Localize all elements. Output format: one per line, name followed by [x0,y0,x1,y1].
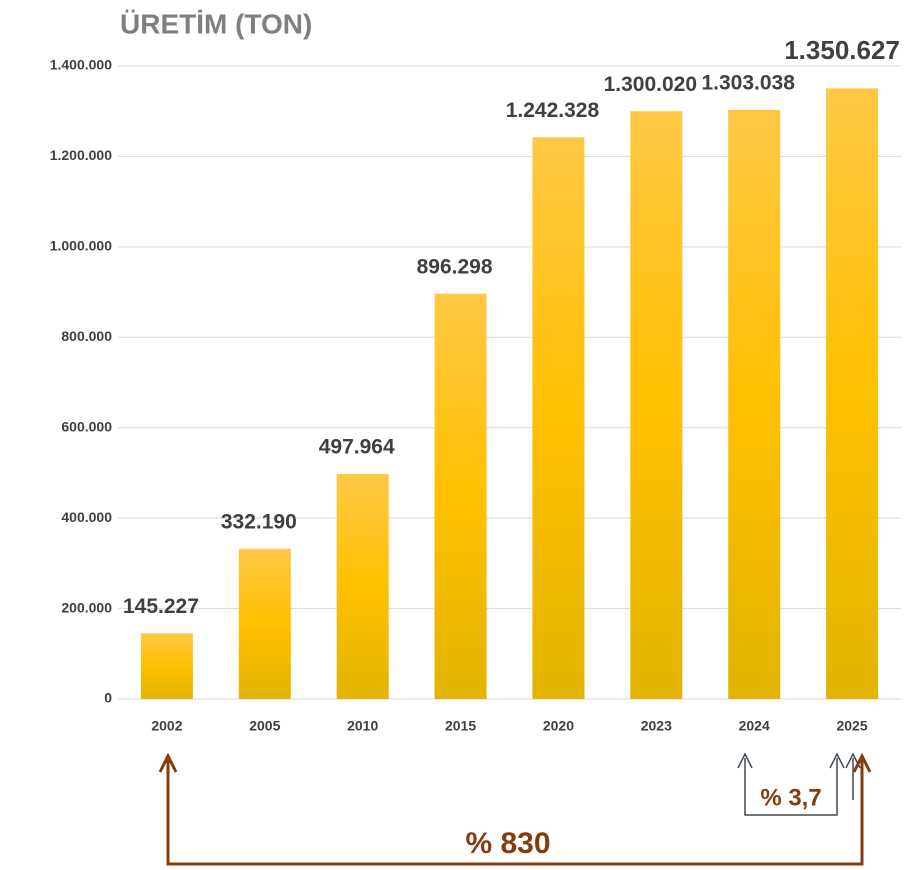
value-label: 1.300.020 [604,73,697,96]
x-tick-label: 2002 [151,718,182,734]
y-tick-label: 1.000.000 [50,238,112,254]
value-label: 1.350.627 [784,35,900,65]
bar [826,88,879,699]
bar [140,633,193,699]
y-tick-label: 1.400.000 [50,57,112,73]
bars [140,88,879,699]
x-tick-label: 2010 [347,718,378,734]
bar [336,473,389,699]
y-tick-label: 600.000 [61,418,112,434]
bar [728,109,781,699]
y-tick-label: 200.000 [61,599,112,615]
value-label: 1.303.038 [701,71,795,94]
value-label: 896.298 [417,255,493,278]
arrow-830 [158,752,872,866]
bar [630,111,683,699]
value-label: 145.227 [123,595,199,618]
value-label: 1.242.328 [506,99,600,122]
bar [434,293,487,699]
y-tick-label: 400.000 [61,509,112,525]
x-tick-label: 2025 [836,718,867,734]
value-label: 332.190 [221,510,297,533]
x-tick-label: 2015 [445,718,476,734]
grid: 0 200.000 400.000 600.000 800.000 1.000.000 1.… [50,57,901,706]
y-tick-label: 800.000 [61,328,112,344]
x-tick-label: 2020 [543,718,574,734]
x-tick-label: 2005 [249,718,280,734]
y-tick-label: 0 [104,690,112,706]
annotation: % 3,7 [760,784,821,811]
bar [532,137,585,699]
arrow-3-7 [737,752,861,816]
annotation: % 830 [465,827,550,860]
chart-title: ÜRETİM (TON) [120,8,312,39]
x-tick-label: 2023 [641,718,672,734]
bar [238,548,291,699]
value-label: 497.964 [319,435,395,458]
x-tick-label: 2024 [739,718,770,734]
y-tick-label: 1.200.000 [50,147,112,163]
